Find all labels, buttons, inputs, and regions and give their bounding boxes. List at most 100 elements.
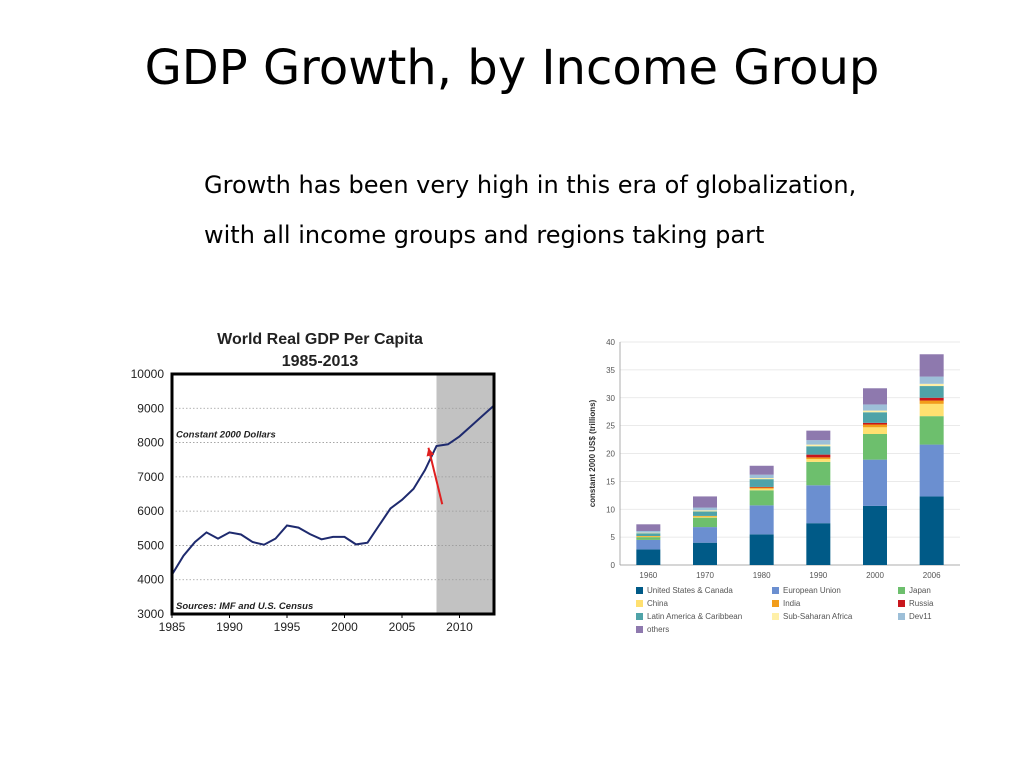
bar-segment	[636, 536, 661, 538]
legend-label: Latin America & Caribbean	[647, 612, 742, 621]
legend-label: Japan	[909, 586, 931, 595]
y-tick-label: 30	[606, 394, 615, 403]
y-tick-label: 5000	[137, 538, 164, 552]
bar-segment	[749, 479, 774, 487]
bar-segment	[693, 517, 717, 528]
bar-segment	[806, 457, 831, 460]
legend-label: India	[783, 599, 801, 608]
y-tick-label: 7000	[137, 470, 164, 484]
bar-segment	[919, 416, 944, 445]
legend-label: European Union	[783, 586, 841, 595]
bar-segment	[919, 397, 944, 401]
legend-swatch	[636, 600, 643, 607]
bar-segment	[863, 433, 887, 460]
y-tick-label: 5	[611, 533, 616, 542]
legend-label: United States & Canada	[647, 586, 733, 595]
bar-segment	[693, 542, 717, 565]
bar-segment	[693, 496, 717, 508]
y-tick-label: 9000	[137, 401, 164, 415]
bar-segment	[693, 515, 717, 517]
bar-segment	[636, 537, 661, 540]
y-tick-label: 25	[606, 422, 615, 431]
bar-segment	[863, 412, 887, 423]
bar-segment	[919, 400, 944, 404]
bar-segment	[806, 446, 831, 455]
bar-segment	[863, 410, 887, 413]
line-chart-title: World Real GDP Per Capita	[217, 331, 423, 348]
red-arrow-head	[426, 447, 435, 457]
bar-segment	[749, 505, 774, 535]
bar-segment	[919, 403, 944, 417]
bar-segment	[636, 524, 661, 531]
annotation-sources: Sources: IMF and U.S. Census	[176, 601, 313, 612]
plot-frame	[170, 372, 496, 616]
x-tick-label: 1970	[696, 571, 714, 580]
bar-segment	[806, 523, 831, 565]
legend-label: China	[647, 599, 668, 608]
bar-segment	[693, 507, 717, 511]
x-tick-label: 2005	[389, 620, 416, 634]
legend-swatch	[772, 613, 779, 620]
bar-segment	[749, 488, 774, 491]
y-tick-label: 15	[606, 477, 615, 486]
bar-segment	[806, 430, 831, 441]
y-axis-label: constant 2000 US$ (trillions)	[588, 399, 597, 507]
bar-segment	[919, 496, 944, 565]
bar-segment	[806, 485, 831, 524]
y-tick-label: 35	[606, 366, 615, 375]
bar-segment	[919, 376, 944, 384]
gdp-per-capita-line	[171, 404, 495, 576]
bar-segment	[919, 383, 944, 387]
stacked-gdp-bar-chart: constant 2000 US$ (trillions) 0 5 10 15 20 25 3…	[588, 338, 960, 634]
x-tick-label: 2000	[331, 620, 358, 634]
y-tick-label: 10	[606, 505, 615, 514]
legend-swatch	[772, 600, 779, 607]
bar-segment	[636, 533, 661, 537]
y-tick-label: 10000	[131, 367, 165, 381]
bar-segment	[693, 510, 717, 512]
bar-segment	[863, 388, 887, 405]
bar-segment	[636, 539, 661, 550]
subtitle-line-1: Growth has been very high in this era of…	[204, 171, 857, 199]
world-gdp-line-chart: World Real GDP Per Capita 1985-2013 3000 40…	[131, 331, 496, 634]
x-tick-label: 1995	[274, 620, 301, 634]
bar-segment	[636, 532, 661, 534]
legend-swatch	[898, 587, 905, 594]
bar-segment	[636, 536, 661, 537]
y-tick-label: 6000	[137, 504, 164, 518]
bar-segment	[806, 459, 831, 462]
bar-segment	[749, 478, 774, 480]
bar-segment	[863, 424, 887, 428]
shaded-recent-period	[436, 374, 494, 614]
x-tick-label: 2006	[923, 571, 941, 580]
y-tick-label: 8000	[137, 436, 164, 450]
legend-swatch	[636, 626, 643, 633]
line-chart-subtitle: 1985-2013	[282, 353, 359, 370]
legend-swatch	[772, 587, 779, 594]
legend-label: others	[647, 625, 669, 634]
x-tick-label: 1980	[753, 571, 771, 580]
legend-swatch	[636, 587, 643, 594]
bar-segment	[749, 474, 774, 479]
legend-swatch	[898, 600, 905, 607]
legend-label: Sub-Saharan Africa	[783, 612, 853, 621]
bar-segment	[806, 454, 831, 458]
bar-segment	[693, 511, 717, 516]
legend-label: Dev11	[909, 612, 932, 621]
bar-segment	[919, 444, 944, 497]
subtitle-line-2: with all income groups and regions takin…	[204, 221, 765, 249]
y-tick-label: 3000	[137, 607, 164, 621]
bar-segment	[636, 549, 661, 565]
bar-segment	[863, 404, 887, 411]
bar-segment	[806, 444, 831, 447]
bar-segment	[806, 440, 831, 445]
slide-subtitle: Growth has been very high in this era of…	[204, 160, 984, 260]
bar-segment	[919, 386, 944, 398]
bar-segment	[749, 486, 774, 488]
bar-segment	[636, 530, 661, 533]
bar-segment	[919, 354, 944, 377]
y-tick-label: 0	[611, 561, 616, 570]
slide-title: GDP Growth, by Income Group	[144, 40, 880, 96]
bar-segment	[863, 427, 887, 434]
legend-label: Russia	[909, 599, 934, 608]
